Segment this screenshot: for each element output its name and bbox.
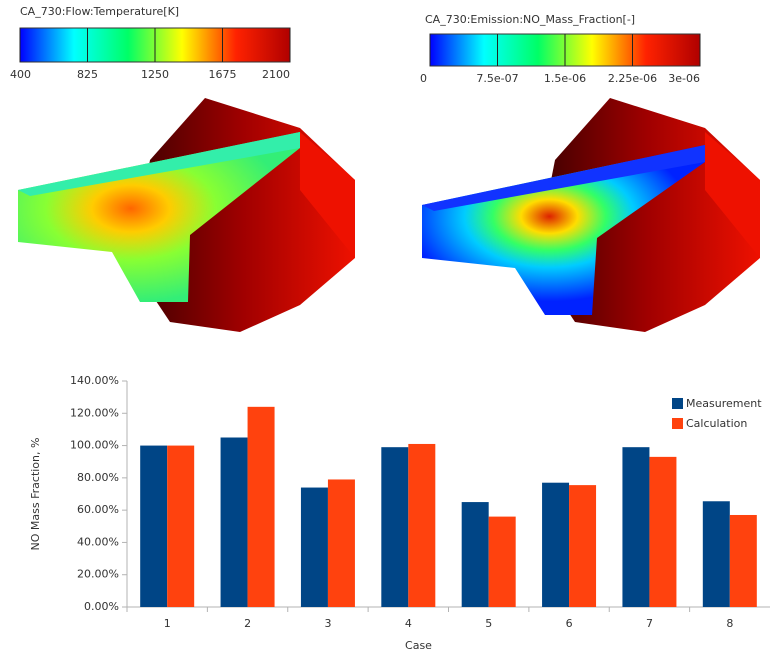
x-tick-label: 2 — [244, 617, 251, 630]
x-tick-label: 8 — [726, 617, 733, 630]
y-tick-label: 20.00% — [77, 568, 119, 581]
colorbar-tick-label: 1675 — [209, 68, 237, 81]
bar — [622, 447, 649, 607]
x-tick-label: 1 — [164, 617, 171, 630]
bar — [542, 483, 569, 607]
colorbar-tick-label: 3e-06 — [668, 72, 700, 85]
legend-swatch — [672, 398, 683, 409]
bar — [408, 444, 435, 607]
y-tick-label: 0.00% — [84, 600, 119, 613]
y-tick-label: 80.00% — [77, 471, 119, 484]
bar — [328, 479, 355, 607]
x-tick-label: 4 — [405, 617, 412, 630]
bar — [221, 438, 248, 608]
bar — [703, 501, 730, 607]
bar — [140, 446, 167, 607]
colorbar-tick-label: 400 — [10, 68, 31, 81]
bar — [489, 517, 516, 607]
colorbar-tick-label: 7.5e-07 — [476, 72, 518, 85]
temperature-render — [18, 98, 355, 332]
x-tick-label: 6 — [566, 617, 573, 630]
y-tick-label: 40.00% — [77, 535, 119, 548]
bar — [301, 488, 328, 607]
colorbar-tick-label: 1.5e-06 — [544, 72, 586, 85]
x-axis-label: Case — [405, 639, 432, 652]
colorbar-tick-label: 1250 — [141, 68, 169, 81]
legend-label: Calculation — [686, 417, 747, 430]
x-tick-label: 3 — [324, 617, 331, 630]
y-tick-label: 100.00% — [70, 439, 119, 452]
bar — [569, 485, 596, 607]
bar — [649, 457, 676, 607]
no-fraction-render — [422, 98, 760, 332]
bar — [462, 502, 489, 607]
colorbar-title: CA_730:Flow:Temperature[K] — [20, 5, 179, 18]
colorbar-tick-label: 2100 — [262, 68, 290, 81]
bar — [167, 446, 194, 607]
y-tick-label: 120.00% — [70, 406, 119, 419]
x-tick-label: 5 — [485, 617, 492, 630]
bar — [248, 407, 275, 607]
colorbar-tick-label: 825 — [77, 68, 98, 81]
colorbar-title: CA_730:Emission:NO_Mass_Fraction[-] — [425, 13, 635, 26]
colorbar-tick-label: 0 — [420, 72, 427, 85]
x-tick-label: 7 — [646, 617, 653, 630]
legend-label: Measurement — [686, 397, 762, 410]
legend-swatch — [672, 418, 683, 429]
bar — [730, 515, 757, 607]
y-tick-label: 140.00% — [70, 374, 119, 387]
figure: CA_730:Flow:Temperature[K]40082512501675… — [0, 0, 771, 653]
y-tick-label: 60.00% — [77, 503, 119, 516]
y-axis-label: NO Mass Fraction, % — [29, 438, 42, 551]
colorbar-tick-label: 2.25e-06 — [608, 72, 657, 85]
bar — [381, 447, 408, 607]
